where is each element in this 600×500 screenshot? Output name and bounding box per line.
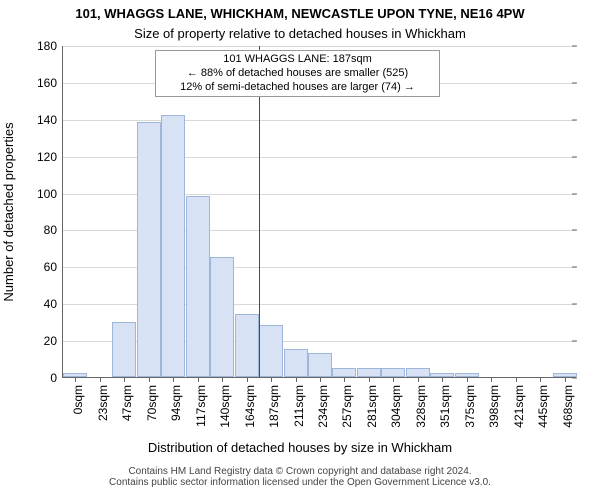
x-tick-label: 257sqm bbox=[340, 385, 354, 428]
histogram-bar bbox=[186, 196, 210, 377]
y-tick-mark bbox=[572, 341, 577, 342]
x-tick-label: 187sqm bbox=[267, 385, 281, 428]
x-tick-label: 445sqm bbox=[536, 385, 550, 428]
y-tick-label: 180 bbox=[37, 39, 63, 53]
y-tick-mark bbox=[572, 267, 577, 268]
x-tick-label: 398sqm bbox=[487, 385, 501, 428]
histogram-bar bbox=[357, 368, 381, 377]
x-tick-mark bbox=[369, 377, 370, 382]
x-tick-mark bbox=[296, 377, 297, 382]
x-tick-label: 94sqm bbox=[169, 385, 183, 421]
y-tick-label: 140 bbox=[37, 113, 63, 127]
x-tick-mark bbox=[418, 377, 419, 382]
x-tick-mark bbox=[540, 377, 541, 382]
y-tick-label: 60 bbox=[44, 260, 63, 274]
x-tick-mark bbox=[75, 377, 76, 382]
x-tick-label: 211sqm bbox=[292, 385, 306, 427]
x-tick-mark bbox=[516, 377, 517, 382]
x-tick-label: 234sqm bbox=[316, 385, 330, 428]
annotation-line: 12% of semi-detached houses are larger (… bbox=[158, 81, 437, 95]
x-tick-label: 117sqm bbox=[194, 385, 208, 427]
gridline bbox=[63, 120, 576, 121]
histogram-bar bbox=[406, 368, 430, 377]
x-tick-mark bbox=[491, 377, 492, 382]
x-tick-label: 70sqm bbox=[145, 385, 159, 421]
x-tick-label: 0sqm bbox=[71, 385, 85, 414]
x-tick-mark bbox=[344, 377, 345, 382]
chart-title-address: 101, WHAGGS LANE, WHICKHAM, NEWCASTLE UP… bbox=[0, 6, 600, 21]
x-tick-label: 468sqm bbox=[561, 385, 575, 428]
y-tick-label: 80 bbox=[44, 223, 63, 237]
y-tick-mark bbox=[572, 156, 577, 157]
x-tick-mark bbox=[198, 377, 199, 382]
histogram-bar bbox=[259, 325, 283, 377]
chart-title-desc: Size of property relative to detached ho… bbox=[0, 26, 600, 41]
x-tick-mark bbox=[222, 377, 223, 382]
x-tick-label: 304sqm bbox=[389, 385, 403, 428]
credit-line: Contains public sector information licen… bbox=[0, 477, 600, 488]
x-tick-mark bbox=[173, 377, 174, 382]
x-axis-label: Distribution of detached houses by size … bbox=[0, 440, 600, 455]
y-tick-label: 20 bbox=[44, 334, 63, 348]
x-tick-label: 164sqm bbox=[243, 385, 257, 428]
x-tick-mark bbox=[149, 377, 150, 382]
x-tick-mark bbox=[467, 377, 468, 382]
credit-line: Contains HM Land Registry data © Crown c… bbox=[0, 466, 600, 477]
y-tick-label: 0 bbox=[50, 371, 63, 385]
x-tick-mark bbox=[442, 377, 443, 382]
x-tick-mark bbox=[271, 377, 272, 382]
x-tick-mark bbox=[100, 377, 101, 382]
y-tick-mark bbox=[572, 119, 577, 120]
x-tick-label: 47sqm bbox=[120, 385, 134, 421]
annotation-line: ← 88% of detached houses are smaller (52… bbox=[158, 67, 437, 81]
histogram-bar bbox=[332, 368, 356, 377]
y-tick-mark bbox=[572, 230, 577, 231]
x-tick-label: 375sqm bbox=[463, 385, 477, 428]
y-tick-mark bbox=[572, 378, 577, 379]
histogram-bar bbox=[308, 353, 332, 377]
x-tick-mark bbox=[565, 377, 566, 382]
histogram-bar bbox=[161, 115, 185, 377]
x-tick-label: 23sqm bbox=[96, 385, 110, 421]
histogram-bar bbox=[235, 314, 259, 377]
y-tick-label: 160 bbox=[37, 76, 63, 90]
chart-container: 101, WHAGGS LANE, WHICKHAM, NEWCASTLE UP… bbox=[0, 0, 600, 500]
histogram-bar bbox=[284, 349, 308, 377]
y-tick-mark bbox=[572, 193, 577, 194]
histogram-bar bbox=[381, 368, 405, 377]
x-tick-label: 281sqm bbox=[365, 385, 379, 428]
x-tick-mark bbox=[247, 377, 248, 382]
gridline bbox=[63, 46, 576, 47]
x-tick-mark bbox=[124, 377, 125, 382]
x-tick-label: 421sqm bbox=[512, 385, 526, 428]
annotation-box: 101 WHAGGS LANE: 187sqm← 88% of detached… bbox=[155, 50, 440, 97]
y-tick-label: 40 bbox=[44, 297, 63, 311]
x-tick-mark bbox=[320, 377, 321, 382]
x-tick-label: 328sqm bbox=[414, 385, 428, 428]
y-tick-mark bbox=[572, 82, 577, 83]
y-tick-label: 120 bbox=[37, 150, 63, 164]
histogram-bar bbox=[210, 257, 234, 377]
annotation-line: 101 WHAGGS LANE: 187sqm bbox=[158, 53, 437, 67]
y-tick-mark bbox=[572, 46, 577, 47]
y-tick-mark bbox=[572, 304, 577, 305]
y-tick-label: 100 bbox=[37, 187, 63, 201]
y-axis-label: Number of detached properties bbox=[1, 122, 16, 301]
x-tick-mark bbox=[393, 377, 394, 382]
x-tick-label: 140sqm bbox=[218, 385, 232, 428]
x-tick-label: 351sqm bbox=[438, 385, 452, 428]
histogram-bar bbox=[137, 122, 161, 377]
credit-text: Contains HM Land Registry data © Crown c… bbox=[0, 466, 600, 488]
histogram-bar bbox=[112, 322, 136, 377]
